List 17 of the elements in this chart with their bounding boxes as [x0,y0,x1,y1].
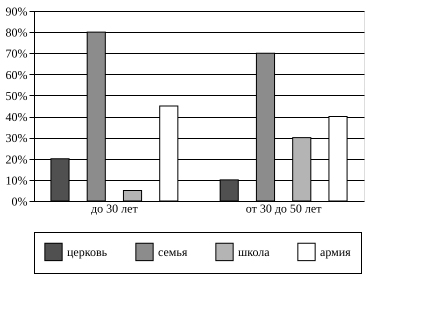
y-tick-label: 20% [6,152,28,166]
y-tick-label: 10% [6,173,28,188]
y-tick-label: 70% [6,46,28,61]
bar [122,190,142,202]
x-tick-label: до 30 лет [91,202,138,216]
x-tick-label: от 30 до 50 лет [246,202,322,216]
legend-label: семья [158,244,188,259]
legend-label: армия [320,244,352,259]
y-tick-label: 0% [12,194,28,208]
y-tick-label: 50% [6,88,28,103]
legend-label: церковь [67,244,108,259]
y-tick-label: 40% [6,110,28,124]
legend-label: школа [238,244,270,259]
y-tick-label: 80% [6,26,28,40]
y-tick-label: 30% [6,131,28,146]
y-tick-label: 90% [6,4,28,18]
y-tick-label: 60% [6,68,28,82]
